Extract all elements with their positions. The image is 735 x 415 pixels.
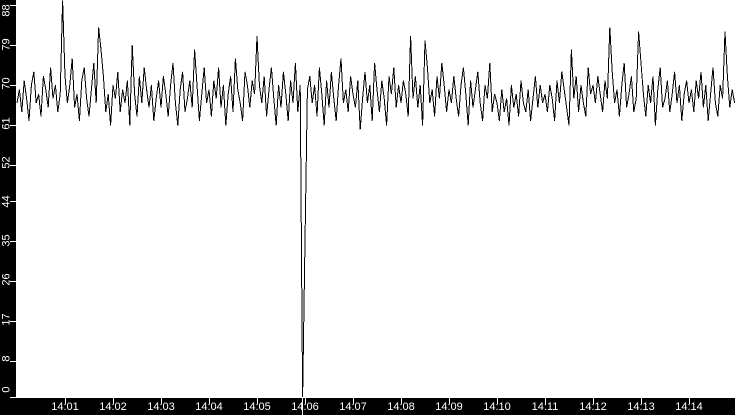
y-tick: [10, 361, 16, 362]
y-tick-label: 44: [0, 195, 13, 208]
y-tick-label: 70: [0, 77, 13, 90]
signal-line: [16, 0, 735, 398]
x-tick-label: 14:12: [579, 401, 607, 413]
y-axis-strip: [0, 0, 16, 398]
y-tick: [10, 241, 16, 242]
y-tick: [10, 125, 16, 126]
x-tick-label: 14:11: [531, 401, 559, 413]
x-tick-label: 14:08: [387, 401, 415, 413]
y-tick-label: 35: [0, 234, 13, 247]
x-tick-label: 14:13: [627, 401, 655, 413]
y-tick-label: 52: [0, 156, 13, 169]
y-tick-label: 26: [0, 273, 13, 286]
x-tick: [161, 398, 162, 404]
y-tick: [10, 5, 16, 6]
x-tick: [209, 398, 210, 404]
x-tick: [497, 398, 498, 404]
x-tick: [401, 398, 402, 404]
x-tick-label: 14:07: [339, 401, 367, 413]
x-tick-label: 14:01: [51, 401, 79, 413]
y-tick: [10, 321, 16, 322]
y-tick-label: 0: [0, 386, 13, 393]
x-tick-label: 14:10: [483, 401, 511, 413]
x-tick-label: 14:02: [99, 401, 127, 413]
y-tick: [10, 281, 16, 282]
y-tick: [10, 85, 16, 86]
x-tick: [545, 398, 546, 404]
x-tick-label: 14:06: [291, 401, 319, 413]
x-tick: [113, 398, 114, 404]
x-tick: [449, 398, 450, 404]
x-tick-label: 14:04: [195, 401, 223, 413]
x-tick-label: 14:14: [675, 401, 703, 413]
x-tick-label: 14:05: [243, 401, 271, 413]
x-tick-label: 14:03: [147, 401, 175, 413]
y-tick-label: 88: [0, 4, 13, 17]
x-tick: [353, 398, 354, 404]
y-tick-label: 79: [0, 38, 13, 51]
y-tick: [10, 45, 16, 46]
y-tick: [10, 397, 16, 398]
y-tick-label: 61: [0, 117, 13, 130]
y-tick-label: 17: [0, 313, 13, 326]
y-tick: [10, 165, 16, 166]
x-axis-strip: [0, 398, 735, 415]
x-tick: [689, 398, 690, 404]
x-tick: [593, 398, 594, 404]
y-tick-label: 8: [0, 355, 13, 362]
x-tick: [641, 398, 642, 404]
y-tick: [10, 201, 16, 202]
x-tick-label: 14:09: [435, 401, 463, 413]
x-tick: [65, 398, 66, 404]
x-tick: [257, 398, 258, 404]
x-tick: [305, 398, 306, 404]
